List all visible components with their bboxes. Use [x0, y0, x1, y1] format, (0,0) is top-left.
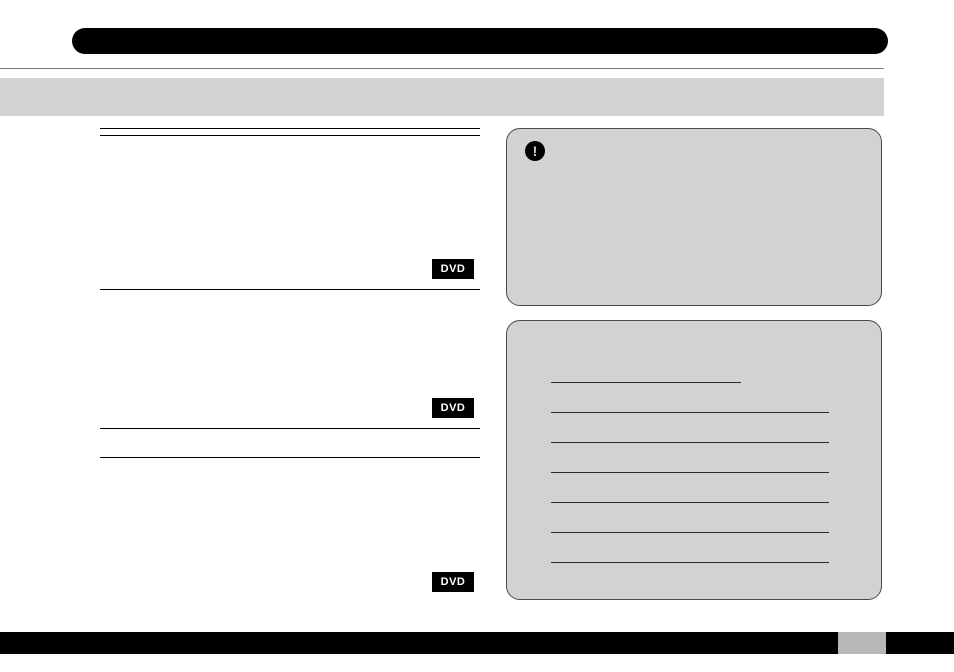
footer-tab [838, 632, 886, 654]
section-2: DVD [100, 290, 480, 428]
section-top-rule-1 [100, 128, 480, 132]
dvd-badge-label: DVD [441, 576, 466, 588]
alert-icon-glyph: ! [533, 143, 538, 159]
header-black-pill [72, 28, 888, 54]
dvd-badge-label: DVD [441, 263, 466, 275]
section-1: DVD [100, 139, 480, 289]
header-gray-band [0, 78, 884, 116]
list-row [551, 443, 829, 473]
list-row [551, 413, 829, 443]
section-4: DVD [100, 458, 480, 598]
list-row [551, 383, 829, 413]
alert-icon: ! [525, 141, 545, 161]
alert-note-box: ! [506, 128, 882, 306]
dvd-badge: DVD [432, 398, 474, 418]
dvd-badge: DVD [432, 259, 474, 279]
list-row [551, 503, 829, 533]
list-row [551, 473, 829, 503]
header-divider [0, 68, 884, 69]
left-column: DVD DVD DVD [100, 128, 480, 598]
footer-bar [0, 632, 954, 654]
list-row [551, 353, 741, 383]
list-row [551, 533, 829, 563]
dvd-badge-label: DVD [441, 402, 466, 414]
section-3 [100, 429, 480, 457]
dvd-badge: DVD [432, 572, 474, 592]
right-column: ! [506, 128, 882, 600]
list-note-box [506, 320, 882, 600]
